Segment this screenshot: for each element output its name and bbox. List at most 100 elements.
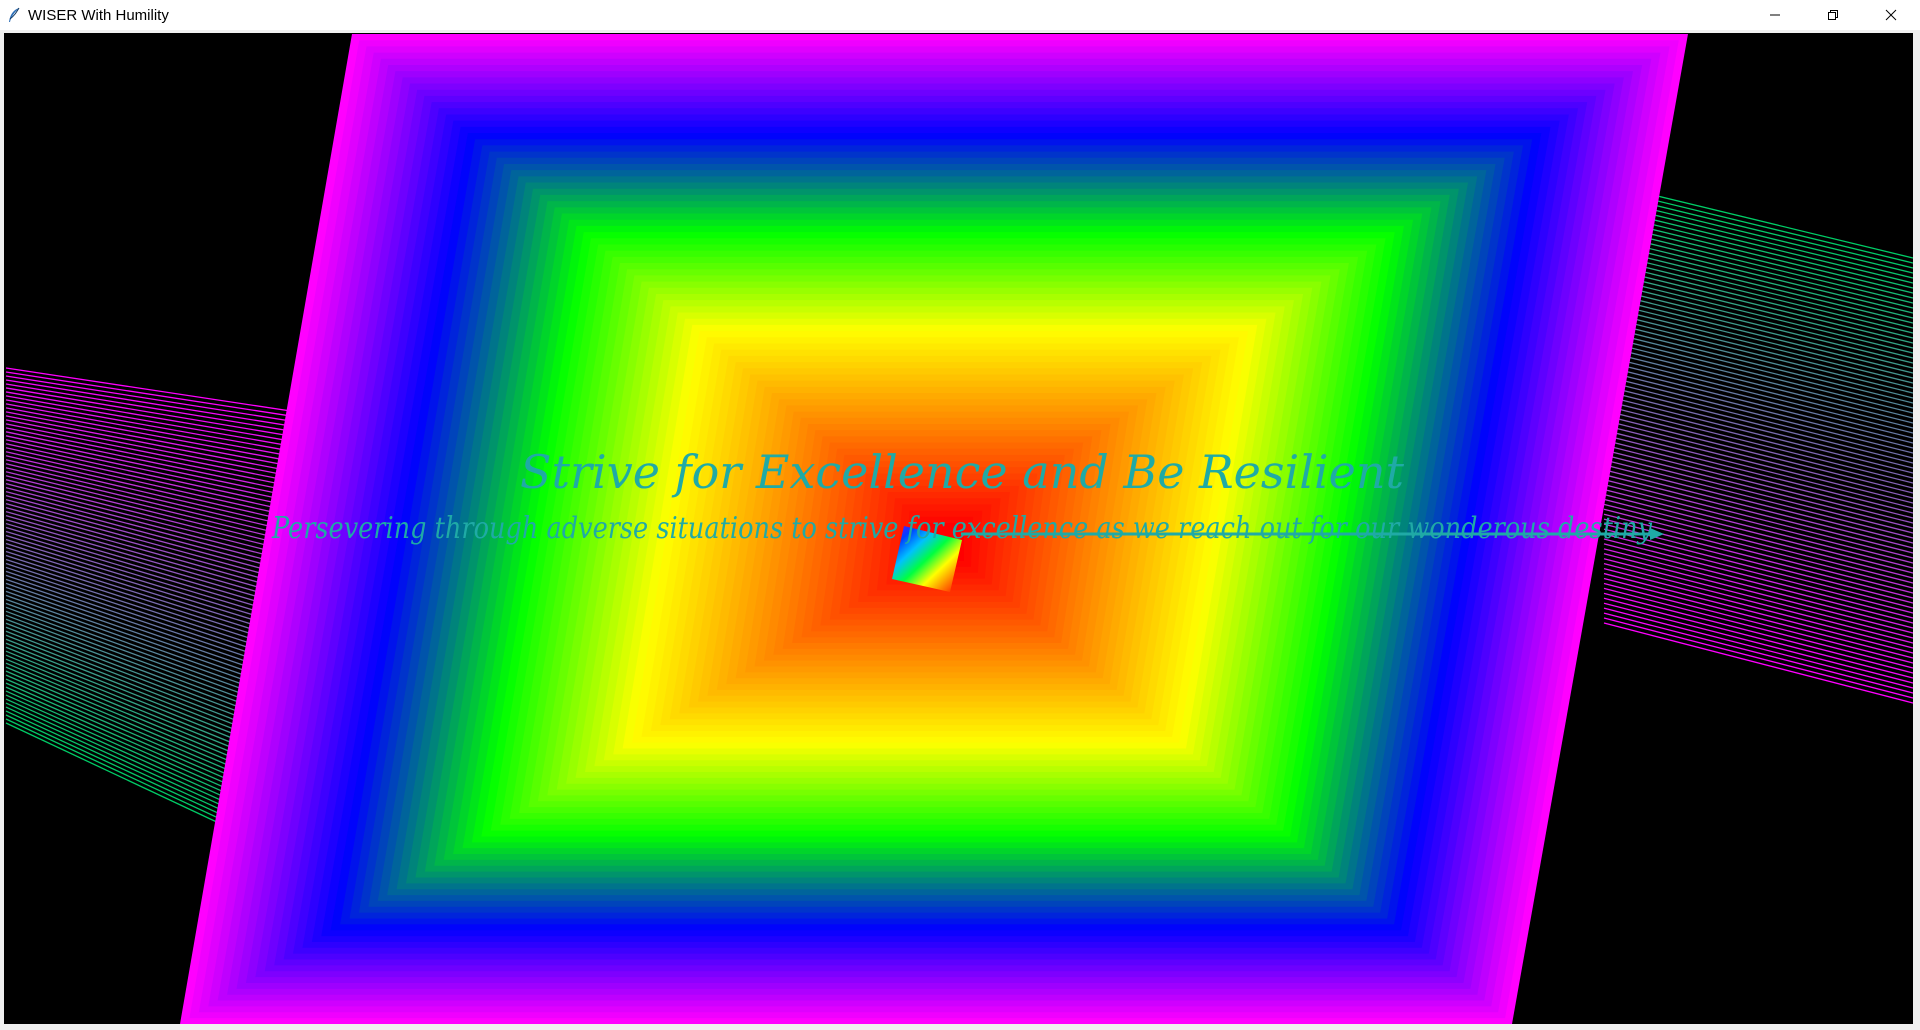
fan-line bbox=[5, 371, 305, 419]
fan-line bbox=[5, 471, 305, 546]
fan-line bbox=[1603, 385, 1913, 464]
fan-line bbox=[5, 367, 305, 414]
minimize-button[interactable] bbox=[1746, 0, 1804, 30]
fan-line bbox=[1603, 444, 1913, 524]
fan-line bbox=[1603, 553, 1913, 634]
fan-line bbox=[1603, 246, 1913, 324]
canvas-title: Strive for Excellence and Be Resilient bbox=[520, 445, 1404, 499]
fan-line bbox=[1603, 256, 1913, 334]
fan-line bbox=[5, 487, 305, 566]
fan-line bbox=[1603, 488, 1913, 569]
fan-line bbox=[1603, 276, 1913, 354]
rainbow-square bbox=[180, 34, 1688, 1024]
fan-line bbox=[1603, 345, 1913, 424]
fan-line bbox=[1603, 325, 1913, 404]
fan-line bbox=[5, 483, 305, 561]
fan-line bbox=[5, 439, 305, 505]
fan-line bbox=[1603, 439, 1913, 519]
fan-line bbox=[1603, 424, 1913, 504]
fan-line bbox=[5, 463, 305, 535]
fan-line bbox=[1603, 330, 1913, 409]
fan-line bbox=[1603, 340, 1913, 419]
fan-line bbox=[1603, 474, 1913, 554]
fan-line bbox=[1603, 414, 1913, 494]
arrow-head bbox=[1650, 528, 1664, 540]
fan-line bbox=[1603, 226, 1913, 304]
fan-line bbox=[5, 399, 305, 455]
fan-line bbox=[1603, 236, 1913, 314]
window-controls bbox=[1746, 0, 1920, 30]
left-line-fan bbox=[5, 367, 305, 864]
fan-line bbox=[5, 495, 305, 576]
fan-line bbox=[1603, 394, 1913, 474]
fan-line bbox=[1603, 320, 1913, 399]
fan-line bbox=[1603, 404, 1913, 484]
close-icon bbox=[1885, 9, 1897, 21]
fan-line bbox=[5, 419, 305, 480]
fan-line bbox=[1603, 513, 1913, 594]
fan-line bbox=[1603, 459, 1913, 539]
fan-line bbox=[1603, 493, 1913, 574]
fan-line bbox=[1603, 281, 1913, 359]
fan-line bbox=[1603, 291, 1913, 369]
fan-line bbox=[1603, 434, 1913, 514]
small-rainbow-square bbox=[892, 526, 962, 592]
fan-line bbox=[1603, 577, 1913, 659]
fan-line bbox=[5, 387, 305, 439]
fan-line bbox=[5, 395, 305, 450]
drawing-canvas[interactable]: Strive for Excellence and Be Resilient P… bbox=[4, 33, 1913, 1024]
restore-button[interactable] bbox=[1804, 0, 1862, 30]
fan-line bbox=[1603, 567, 1913, 649]
fan-line bbox=[5, 479, 305, 556]
fan-line bbox=[1603, 503, 1913, 584]
fan-line bbox=[5, 427, 305, 490]
fan-line bbox=[1603, 399, 1913, 479]
fan-line bbox=[1603, 296, 1913, 374]
fan-line bbox=[1603, 350, 1913, 429]
fan-line bbox=[1603, 602, 1913, 684]
right-line-fan bbox=[1603, 182, 1913, 704]
fan-line bbox=[5, 379, 305, 429]
fan-line bbox=[5, 455, 305, 525]
small-square-shape bbox=[892, 526, 962, 592]
fan-line bbox=[1603, 251, 1913, 329]
canvas-subtitle: Persevering through adverse situations t… bbox=[271, 511, 1653, 546]
fan-line bbox=[1603, 419, 1913, 499]
fan-line bbox=[1603, 498, 1913, 579]
fan-line bbox=[1603, 469, 1913, 549]
fan-line bbox=[5, 391, 305, 444]
fan-line bbox=[5, 522, 305, 611]
fan-line bbox=[5, 443, 305, 510]
fan-line bbox=[1603, 241, 1913, 319]
fan-line bbox=[1603, 528, 1913, 609]
fan-line bbox=[1603, 315, 1913, 394]
fan-line bbox=[1603, 365, 1913, 444]
fan-line bbox=[5, 499, 305, 581]
fan-line bbox=[1603, 216, 1913, 294]
fan-line bbox=[5, 491, 305, 571]
fan-line bbox=[5, 415, 305, 475]
fan-line bbox=[1603, 572, 1913, 654]
fan-line bbox=[1603, 271, 1913, 349]
fan-line bbox=[1603, 409, 1913, 489]
fan-line bbox=[5, 431, 305, 495]
fan-line bbox=[1603, 478, 1913, 559]
fan-line bbox=[1603, 607, 1913, 689]
restore-icon bbox=[1828, 10, 1838, 20]
title-bar[interactable]: WISER With Humility bbox=[0, 0, 1920, 30]
fan-line bbox=[5, 383, 305, 434]
fan-line bbox=[1603, 592, 1913, 674]
minimize-icon bbox=[1770, 14, 1780, 16]
close-button[interactable] bbox=[1862, 0, 1920, 30]
fan-line bbox=[5, 518, 305, 606]
fan-line bbox=[5, 447, 305, 515]
fan-line bbox=[1603, 286, 1913, 364]
fan-line bbox=[5, 375, 305, 424]
fan-line bbox=[1603, 543, 1913, 624]
fan-line bbox=[1603, 582, 1913, 664]
fan-line bbox=[5, 423, 305, 485]
fan-line bbox=[5, 510, 305, 596]
fan-line bbox=[1603, 390, 1913, 469]
fan-line bbox=[1603, 266, 1913, 344]
